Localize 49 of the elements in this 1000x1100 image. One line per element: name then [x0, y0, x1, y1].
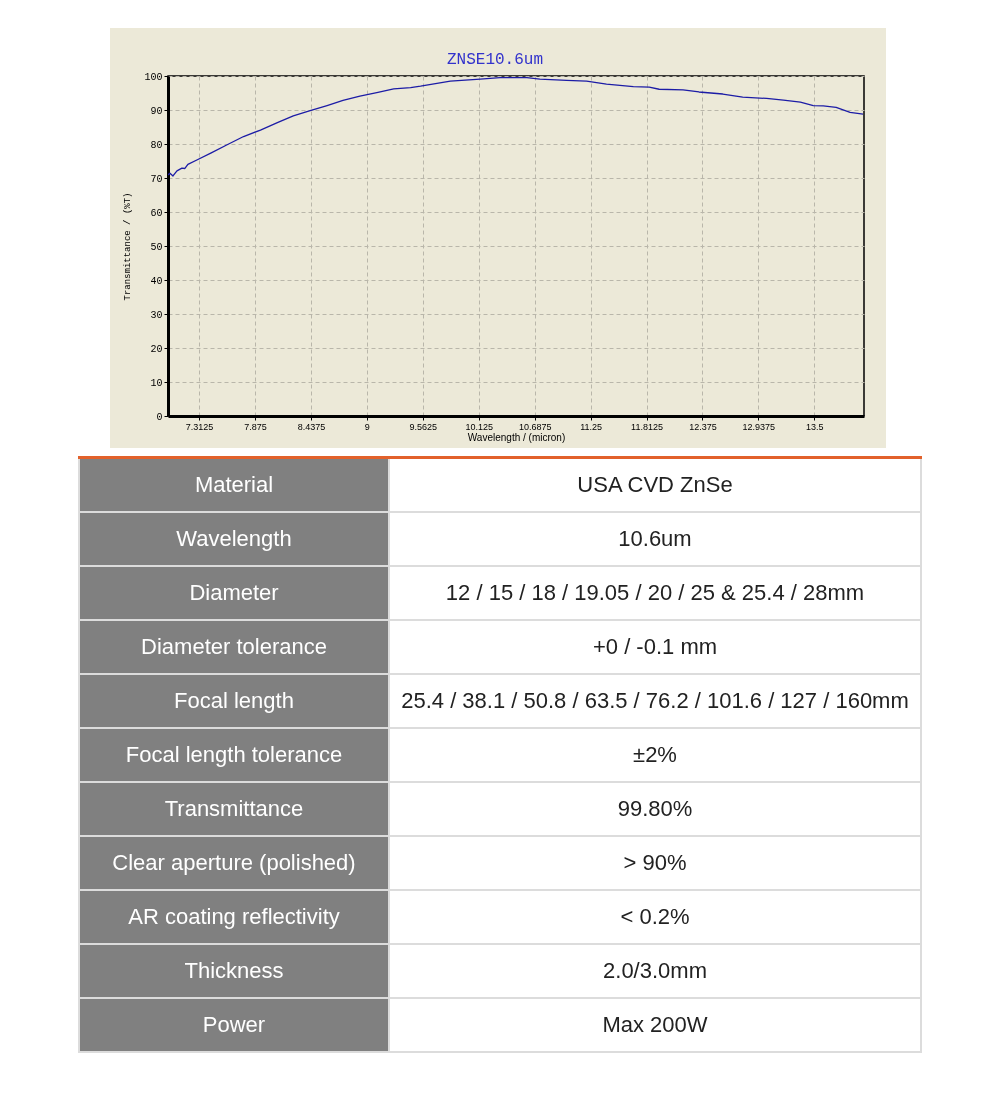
y-tick-label: 0 [156, 411, 163, 423]
x-tick-label: 12.9375 [742, 421, 776, 432]
text: 10.6um [389, 512, 921, 566]
x-tick-label: 7.3125 [185, 421, 214, 432]
x-tick-label: 7.875 [244, 421, 267, 432]
x-axis-title: Wavelength / (micron) [467, 431, 566, 443]
y-tick-label: 50 [150, 241, 163, 253]
x-tick-label: 13.5 [806, 421, 824, 432]
y-tick-label: 10 [150, 377, 163, 389]
text: Clear aperture (polished) [79, 836, 389, 890]
text: Transmittance [79, 782, 389, 836]
text: ±2% [389, 728, 921, 782]
x-tick-label: 8.4375 [297, 421, 326, 432]
x-tick-label: 11.8125 [631, 421, 663, 432]
text: > 90% [389, 836, 921, 890]
text: Material [79, 457, 389, 512]
text: +0 / -0.1 mm [389, 620, 921, 674]
y-tick-label: 60 [150, 207, 163, 219]
text: 2.0/3.0mm [389, 944, 921, 998]
text: 99.80% [389, 782, 921, 836]
text: 25.4 / 38.1 / 50.8 / 63.5 / 76.2 / 101.6 / 127 / 160mm [389, 674, 921, 728]
text: < 0.2% [389, 890, 921, 944]
y-tick-label: 80 [150, 139, 163, 151]
text: Diameter [79, 566, 389, 620]
y-tick-label: 90 [150, 105, 163, 117]
text: AR coating reflectivity [79, 890, 389, 944]
y-axis-title: Transmittance / (%T) [123, 192, 134, 301]
chart-title: ZNSE10.6um [446, 51, 544, 69]
x-tick-label: 10.6875 [518, 421, 552, 432]
text: USA CVD ZnSe [389, 457, 921, 512]
text: Power [79, 998, 389, 1052]
x-tick-label: 9 [364, 421, 370, 432]
y-tick-label: 30 [150, 309, 163, 321]
x-tick-label: 11.25 [580, 421, 602, 432]
y-tick-label: 70 [150, 173, 163, 185]
text: Max 200W [389, 998, 921, 1052]
y-tick-label: 100 [144, 71, 163, 83]
line-series [168, 77, 864, 177]
x-tick-label: 9.5625 [409, 421, 438, 432]
x-tick-label: 12.375 [689, 421, 717, 432]
text: Wavelength [79, 512, 389, 566]
y-tick-label: 40 [150, 275, 163, 287]
x-tick-label: 10.125 [465, 421, 493, 432]
text: Thickness [79, 944, 389, 998]
text: 12 / 15 / 18 / 19.05 / 20 / 25 & 25.4 / 28mm [389, 566, 921, 620]
y-tick-label: 20 [150, 343, 163, 355]
text: Diameter tolerance [79, 620, 389, 674]
text: Focal length tolerance [79, 728, 389, 782]
text: Focal length [79, 674, 389, 728]
